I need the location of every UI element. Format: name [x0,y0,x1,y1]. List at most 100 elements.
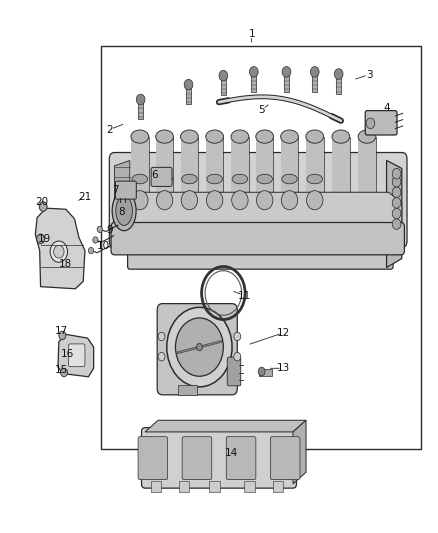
Ellipse shape [281,191,298,210]
Circle shape [234,352,241,361]
Circle shape [158,332,165,341]
Bar [272,481,283,492]
Ellipse shape [281,130,298,143]
Polygon shape [114,192,402,236]
Circle shape [158,352,165,361]
Circle shape [250,67,258,77]
Text: 5: 5 [258,105,265,115]
FancyBboxPatch shape [138,437,168,480]
FancyBboxPatch shape [151,167,172,187]
Polygon shape [293,420,306,484]
Circle shape [39,202,47,212]
Bar [221,78,226,95]
Bar [244,481,254,492]
Bar [256,136,273,224]
Circle shape [234,332,241,341]
Ellipse shape [131,191,148,210]
Polygon shape [58,334,94,377]
Circle shape [392,176,401,187]
FancyBboxPatch shape [157,304,237,395]
Polygon shape [115,158,402,236]
Text: 7: 7 [112,184,119,195]
Bar [258,369,272,376]
Bar [180,136,198,224]
Polygon shape [35,208,85,289]
Ellipse shape [206,130,223,143]
FancyBboxPatch shape [365,111,397,135]
FancyBboxPatch shape [127,233,393,269]
Circle shape [53,245,64,258]
Circle shape [93,237,98,243]
Ellipse shape [232,191,248,210]
Text: 17: 17 [55,326,68,336]
FancyBboxPatch shape [68,344,85,367]
FancyBboxPatch shape [110,152,407,247]
FancyBboxPatch shape [182,437,212,480]
Ellipse shape [112,191,136,231]
Circle shape [392,187,401,198]
Ellipse shape [157,174,173,184]
Bar [178,385,197,395]
Text: 11: 11 [238,290,251,301]
Circle shape [60,368,67,377]
Bar [179,481,189,492]
Ellipse shape [332,130,350,143]
Polygon shape [115,160,130,236]
Text: 8: 8 [118,207,124,217]
Circle shape [37,234,45,244]
Text: 10: 10 [97,241,110,252]
Ellipse shape [307,174,322,184]
Circle shape [392,198,401,208]
Bar [281,136,298,224]
Ellipse shape [207,174,223,184]
Polygon shape [387,160,402,268]
FancyBboxPatch shape [141,427,297,488]
Bar [131,136,148,224]
Ellipse shape [257,191,273,210]
Ellipse shape [156,191,173,210]
Text: 2: 2 [106,125,113,135]
FancyBboxPatch shape [111,222,404,255]
Bar [186,87,191,104]
Ellipse shape [182,174,197,184]
Ellipse shape [116,196,132,225]
Bar [332,136,350,224]
Circle shape [136,94,145,105]
Bar [209,481,220,492]
Text: 18: 18 [59,259,72,269]
Text: 12: 12 [277,328,290,338]
Circle shape [334,69,343,79]
Ellipse shape [256,130,274,143]
Bar [156,136,173,224]
Bar [251,75,256,92]
Bar [151,481,161,492]
Ellipse shape [231,130,249,143]
Circle shape [392,208,401,219]
Ellipse shape [307,191,323,210]
Ellipse shape [358,130,376,143]
Text: 3: 3 [366,70,372,79]
Text: 13: 13 [277,364,290,373]
FancyBboxPatch shape [116,181,136,199]
FancyBboxPatch shape [226,437,256,480]
Ellipse shape [306,130,324,143]
Circle shape [184,79,193,90]
Text: 6: 6 [151,171,158,180]
Circle shape [258,367,265,376]
Ellipse shape [257,174,272,184]
Bar [306,136,324,224]
Text: 15: 15 [55,365,68,375]
Polygon shape [145,420,306,432]
Ellipse shape [131,130,148,143]
Circle shape [196,343,202,351]
Circle shape [176,318,223,376]
Text: 19: 19 [37,234,51,244]
Ellipse shape [206,191,223,210]
Bar [312,75,318,92]
FancyBboxPatch shape [227,357,241,386]
Circle shape [392,168,401,179]
Ellipse shape [180,130,198,143]
Bar [284,75,289,92]
Circle shape [366,118,375,128]
Text: 1: 1 [248,29,255,39]
